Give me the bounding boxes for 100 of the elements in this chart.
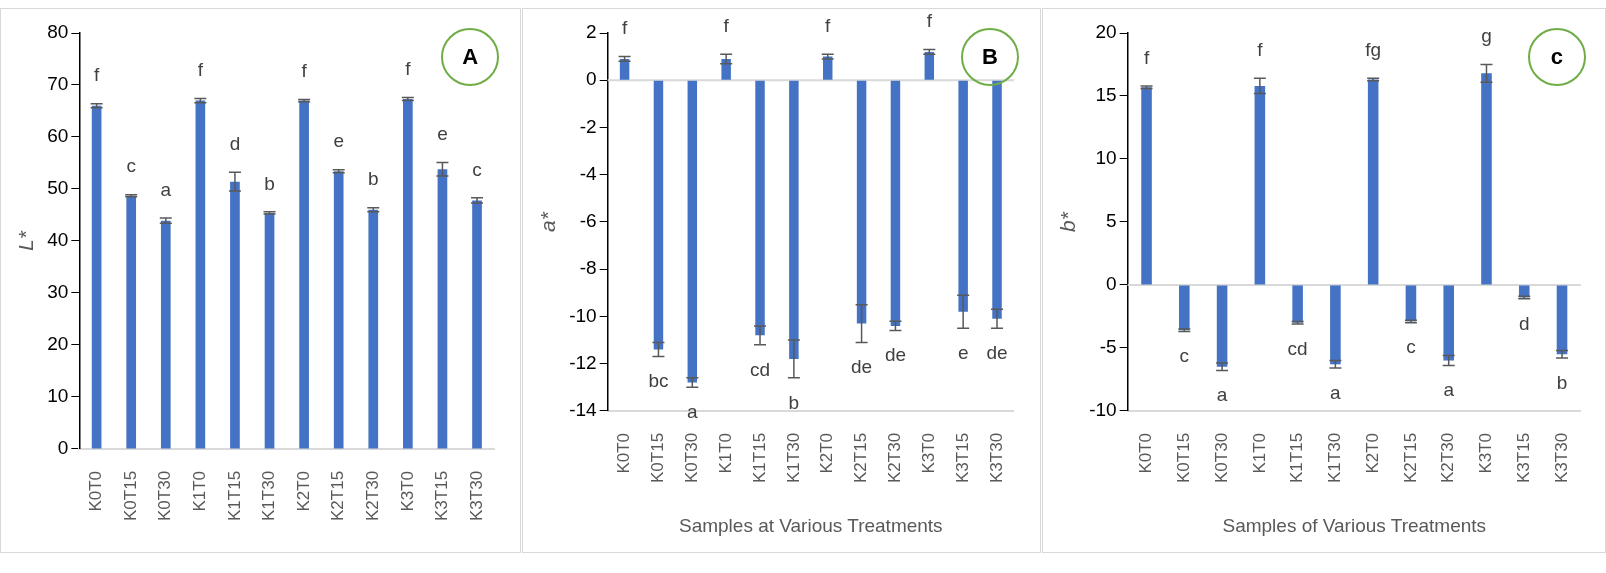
data-label: b	[1556, 371, 1568, 393]
data-label: a	[687, 401, 699, 423]
bar	[924, 51, 935, 80]
x-tick-label: K0T30	[155, 470, 175, 522]
y-tick-label: -6	[579, 210, 597, 232]
y-tick-label: -14	[569, 399, 598, 421]
x-tick-label: K3T0	[1476, 432, 1496, 474]
data-label: d	[229, 133, 241, 155]
data-label: bc	[648, 370, 669, 392]
bar	[1443, 285, 1454, 361]
x-tick-label: K1T30	[259, 470, 279, 522]
y-axis-title: L*	[14, 230, 38, 251]
data-label: b	[788, 391, 800, 413]
bar	[687, 80, 698, 383]
bar	[1292, 285, 1303, 323]
x-tick-label: K2T15	[1400, 432, 1420, 484]
y-tick-label: -10	[1089, 399, 1117, 421]
x-axis-title: Samples of Various Treatments	[1222, 515, 1487, 537]
x-tick-label: K3T15	[952, 432, 972, 484]
y-axis-title: a*	[536, 211, 560, 232]
x-tick-label: K2T30	[1438, 432, 1458, 484]
bar	[1254, 85, 1266, 285]
y-axis-title: b*	[1056, 211, 1080, 232]
y-tick-label: 0	[586, 68, 597, 90]
x-tick-label: K1T15	[1287, 432, 1307, 484]
x-tick-label: K0T15	[120, 470, 140, 522]
bar	[437, 169, 448, 449]
annotation: A	[462, 44, 479, 70]
bar	[1556, 285, 1568, 355]
data-label: d	[1518, 312, 1530, 334]
data-label: f	[723, 14, 730, 36]
bar	[755, 80, 765, 336]
y-tick-label: 20	[1095, 21, 1117, 43]
bar	[619, 58, 630, 80]
x-tick-label: K0T0	[614, 432, 634, 474]
y-tick-label: -12	[569, 351, 597, 373]
y-tick-label: 60	[47, 125, 69, 147]
bar	[789, 80, 799, 359]
bar	[1518, 285, 1530, 298]
bar	[1481, 73, 1492, 285]
bar	[126, 195, 137, 449]
data-label: c	[472, 158, 482, 180]
x-tick-label: K0T30	[681, 432, 701, 484]
data-label: b	[367, 168, 379, 190]
bar	[1141, 87, 1152, 285]
data-label: cd	[1287, 337, 1308, 359]
annotation: B	[981, 44, 998, 70]
x-tick-label: K1T30	[1325, 432, 1345, 484]
x-tick-label: K2T15	[328, 470, 348, 522]
data-label: a	[1443, 379, 1455, 401]
x-tick-label: K3T30	[1551, 432, 1571, 484]
data-label: e	[957, 341, 969, 363]
bar	[856, 80, 867, 324]
data-label: de	[986, 341, 1008, 363]
y-tick-label: 15	[1095, 84, 1117, 106]
data-label: c	[1179, 345, 1190, 367]
data-label: f	[93, 64, 100, 86]
data-label: de	[884, 344, 907, 366]
data-label: b	[264, 172, 275, 194]
x-tick-label: K1T0	[190, 470, 210, 512]
y-tick-label: 50	[47, 177, 69, 199]
bar	[1179, 285, 1190, 331]
data-label: c	[126, 155, 136, 177]
y-tick-label: 20	[47, 333, 69, 355]
bar	[472, 200, 482, 449]
y-tick-label: 0	[57, 437, 69, 459]
y-tick-label: -5	[1099, 336, 1117, 358]
data-label: a	[1330, 381, 1342, 403]
y-tick-label: 5	[1106, 210, 1117, 232]
bar	[333, 171, 344, 449]
bar	[890, 80, 901, 326]
x-tick-label: K0T30	[1211, 432, 1231, 484]
data-label: f	[301, 60, 308, 82]
x-tick-label: K0T0	[86, 470, 106, 512]
x-tick-label: K3T15	[1513, 432, 1533, 484]
y-tick-label: 80	[47, 21, 69, 43]
data-label: cd	[749, 358, 771, 380]
x-tick-label: K0T0	[1136, 432, 1156, 474]
x-tick-label: K1T0	[1249, 432, 1269, 474]
x-tick-label: K3T30	[986, 432, 1006, 484]
bar	[368, 209, 379, 449]
x-tick-label: K2T30	[362, 470, 382, 522]
bar	[992, 80, 1002, 319]
y-tick-label: -8	[579, 257, 597, 279]
bar	[160, 220, 171, 449]
x-tick-label: K2T0	[293, 470, 313, 512]
y-tick-label: 40	[47, 229, 69, 251]
data-label: f	[1257, 39, 1264, 61]
y-tick-label: 2	[586, 21, 597, 43]
bar	[299, 100, 309, 449]
x-axis-title: Samples at Various Treatments	[678, 515, 943, 537]
y-tick-label: 10	[1095, 147, 1117, 169]
y-tick-label: 0	[1106, 273, 1117, 295]
bar	[1216, 285, 1228, 367]
data-label: e	[437, 123, 448, 145]
data-label: a	[160, 178, 172, 200]
bar	[653, 80, 664, 350]
data-label: f	[825, 14, 832, 36]
data-label: de	[851, 356, 873, 378]
x-tick-label: K3T0	[397, 470, 417, 512]
